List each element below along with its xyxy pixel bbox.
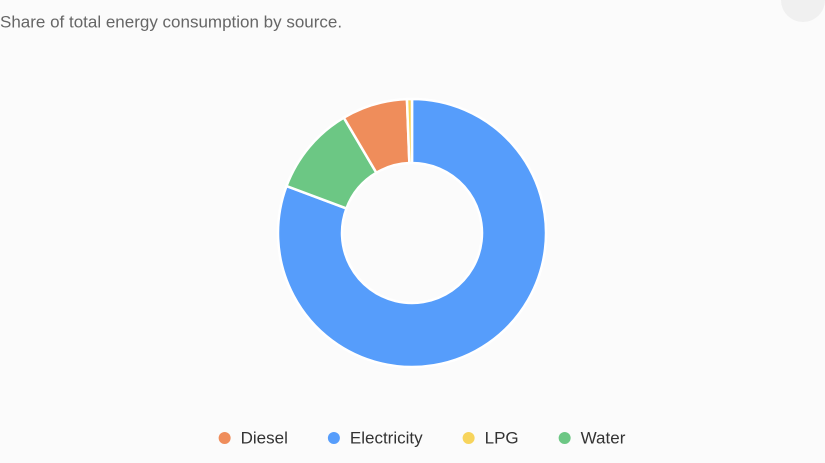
donut [276,97,548,369]
legend-label: Electricity [350,428,423,447]
corner-button[interactable] [781,0,825,22]
legend-marker [218,432,231,444]
legend-label: LPG [485,428,519,447]
legend-label: Water [581,428,626,447]
slice[interactable] [405,97,414,165]
chart-subtitle: Share of total energy consumption by sou… [0,12,342,31]
legend-marker [558,432,571,444]
legend-label: Diesel [241,428,288,447]
slice[interactable] [276,97,548,369]
legend: Diesel Electricity LPG Water [218,428,626,447]
legend-marker [327,432,340,444]
legend-marker [462,432,475,444]
